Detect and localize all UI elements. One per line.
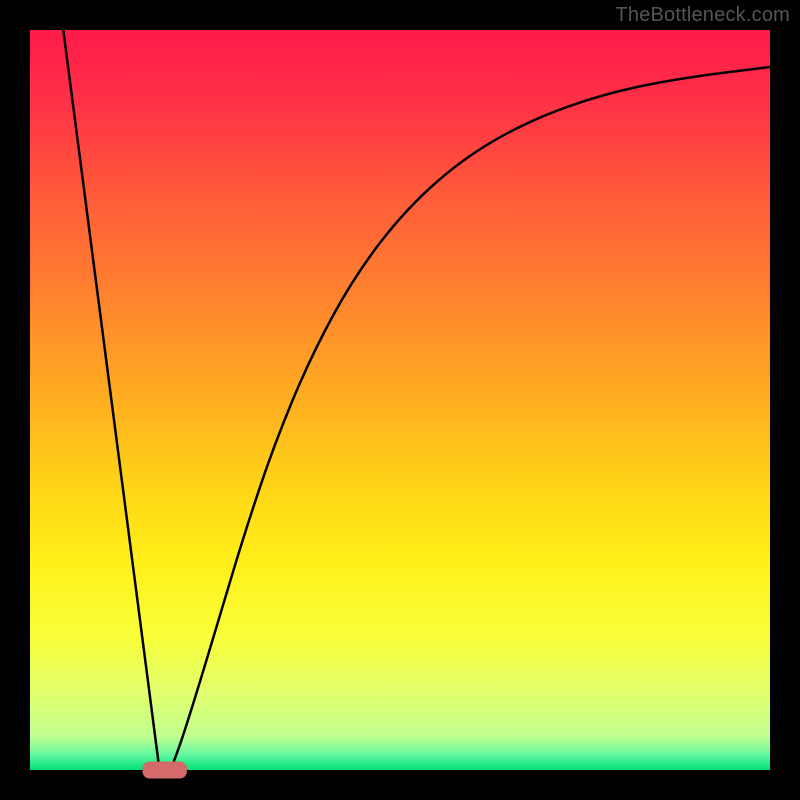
bottleneck-curve-chart [0,0,800,800]
source-watermark: TheBottleneck.com [615,4,790,27]
plot-background [30,30,770,770]
chart-root: TheBottleneck.com [0,0,800,800]
selection-marker [142,761,186,778]
